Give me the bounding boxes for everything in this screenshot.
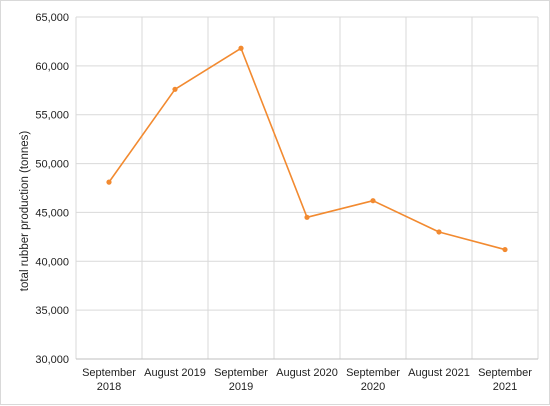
- y-tick-label: 35,000: [35, 305, 69, 317]
- x-tick-label: September: [82, 367, 136, 379]
- x-tick-label: 2020: [361, 381, 385, 393]
- x-tick-label: September: [478, 367, 532, 379]
- y-tick-label: 60,000: [35, 61, 69, 73]
- x-tick-label: September: [346, 367, 400, 379]
- x-tick-label: August 2021: [408, 367, 470, 379]
- y-tick-label: 65,000: [35, 12, 69, 24]
- data-point: [502, 246, 508, 253]
- data-point: [172, 86, 178, 92]
- data-point: [238, 45, 244, 51]
- data-point: [436, 229, 442, 235]
- x-tick-label: August 2019: [144, 367, 206, 379]
- data-point: [304, 214, 310, 220]
- y-tick-label: 40,000: [35, 256, 69, 268]
- grid-layer: [75, 16, 539, 359]
- y-tick-label: 30,000: [35, 354, 69, 366]
- label-layer: 30,000 35,000 40,000 45,000 50,000 55,000 60,0…: [35, 12, 532, 393]
- series-layer: [106, 45, 508, 253]
- x-tick-label: 2021: [493, 381, 517, 393]
- x-tick-label: September: [214, 367, 268, 379]
- y-tick-label: 45,000: [35, 207, 69, 219]
- y-tick-label: 55,000: [35, 110, 69, 122]
- data-point: [106, 179, 112, 185]
- data-point: [370, 198, 376, 204]
- x-tick-label: 2019: [229, 381, 253, 393]
- x-tick-label: 2018: [97, 381, 121, 393]
- y-axis-title: total rubber production (tonnes): [19, 131, 31, 292]
- y-tick-label: 50,000: [35, 159, 69, 171]
- x-tick-label: August 2020: [276, 367, 338, 379]
